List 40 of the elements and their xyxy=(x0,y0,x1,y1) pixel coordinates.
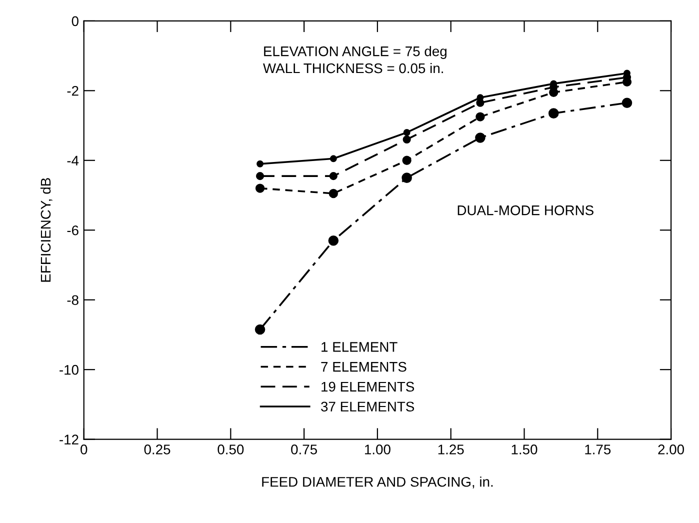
y-tick-label: -4 xyxy=(67,156,79,166)
x-tick-label: 2.00 xyxy=(658,444,684,454)
annotation: ELEVATION ANGLE = 75 deg WALL THICKNESS = 0.05 in. xyxy=(263,46,446,74)
y-tick-label: -6 xyxy=(67,225,78,236)
x-tick-label: 1.75 xyxy=(585,444,611,454)
x-tick-label: 0 xyxy=(80,444,88,454)
y-axis-title: EFFICIENCY, dB xyxy=(40,178,52,282)
point xyxy=(475,132,486,143)
y-tick-label: -12 xyxy=(60,434,78,444)
x-tick-label: 1.00 xyxy=(365,444,390,454)
point xyxy=(622,98,632,108)
point xyxy=(403,129,410,136)
x-tick-label: 0.25 xyxy=(144,444,170,454)
x-axis-title: FEED DIAMETER AND SPACING, in. xyxy=(262,476,493,488)
annotation: DUAL-MODE HORNS xyxy=(458,205,594,216)
y-tick-label: -8 xyxy=(67,295,78,306)
point xyxy=(328,235,339,246)
point xyxy=(548,108,559,118)
point xyxy=(256,172,264,180)
y-tick-label: -2 xyxy=(67,86,78,96)
point xyxy=(256,160,264,168)
point xyxy=(402,135,411,144)
legend-label: 7 ELEMENTS xyxy=(321,362,406,372)
point xyxy=(328,188,338,198)
point xyxy=(329,172,338,180)
point xyxy=(402,156,412,165)
point xyxy=(476,112,485,122)
legend-label: 19 ELEMENTS xyxy=(322,382,414,392)
y-tick-label: -10 xyxy=(60,364,78,375)
y-tick-label: 0 xyxy=(72,16,78,26)
point xyxy=(255,184,265,193)
x-tick-label: 0.50 xyxy=(218,444,244,454)
point xyxy=(402,172,412,183)
legend-label: 1 ELEMENT xyxy=(322,342,398,352)
x-tick-label: 1.25 xyxy=(438,444,464,454)
x-tick-label: 0.75 xyxy=(291,444,317,454)
point xyxy=(254,324,266,335)
legend-label: 37 ELEMENTS xyxy=(321,402,414,412)
x-tick-label: 1.50 xyxy=(512,444,538,454)
point xyxy=(330,155,337,162)
